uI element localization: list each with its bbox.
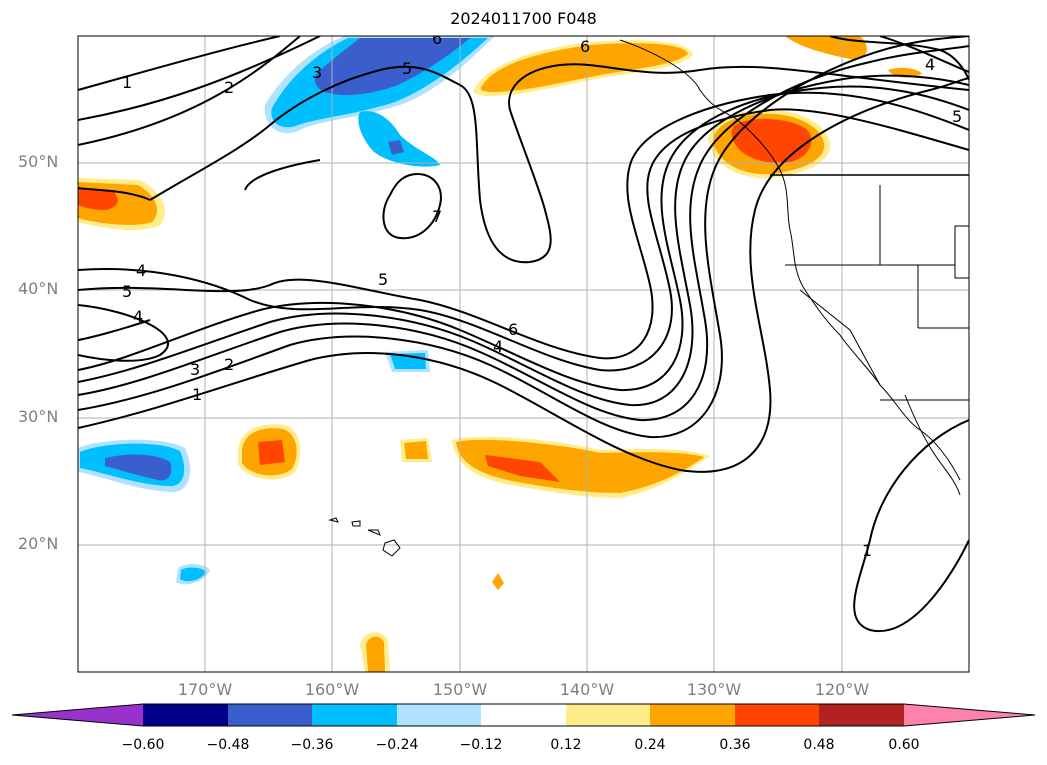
lon-label-120w: 120°W bbox=[814, 680, 870, 699]
positive-anomaly-region bbox=[480, 43, 688, 92]
contour-label: 3 bbox=[312, 63, 322, 82]
lon-label-170w: 170°W bbox=[177, 680, 233, 699]
contour-label: 6 bbox=[508, 320, 518, 339]
colorbar bbox=[11, 703, 1036, 727]
contour-label: 2 bbox=[224, 78, 234, 97]
colorbar-tick-label: 0.48 bbox=[803, 737, 835, 753]
negative-anomaly-region bbox=[388, 140, 404, 155]
lat-label-40n: 40°N bbox=[18, 279, 59, 298]
lon-label-140w: 140°W bbox=[559, 680, 615, 699]
positive-anomaly-region bbox=[785, 36, 867, 60]
colorbar-segment bbox=[735, 704, 819, 726]
contour-label: 1 bbox=[192, 385, 202, 404]
contour-label: 7 bbox=[432, 207, 442, 226]
lon-label-150w: 150°W bbox=[432, 680, 488, 699]
colorbar-segment bbox=[312, 704, 397, 726]
colorbar-extend-low bbox=[12, 704, 143, 726]
negative-anomaly-region bbox=[105, 454, 172, 481]
negative-anomaly-region bbox=[314, 38, 470, 96]
contour-label: 4 bbox=[133, 307, 143, 326]
positive-anomaly-region bbox=[78, 188, 118, 210]
contour-label: 5 bbox=[952, 107, 962, 126]
positive-anomaly-region bbox=[456, 439, 704, 493]
shaded-anomalies bbox=[78, 36, 922, 672]
negative-anomaly-region bbox=[180, 567, 206, 582]
contour-label: 6 bbox=[432, 29, 442, 48]
contour-lines bbox=[78, 36, 969, 633]
positive-anomaly-region bbox=[492, 573, 504, 590]
contour-label: 5 bbox=[122, 282, 132, 301]
contour-label: 4 bbox=[925, 55, 935, 74]
colorbar-segment bbox=[228, 704, 312, 726]
map-frame bbox=[77, 35, 970, 673]
contour-label: 4 bbox=[493, 337, 503, 356]
colorbar-tick-label: 0.12 bbox=[550, 737, 582, 753]
negative-anomaly-region bbox=[358, 111, 440, 167]
positive-anomaly-region bbox=[258, 440, 285, 465]
colorbar-tick-label: −0.12 bbox=[459, 737, 503, 753]
colorbar-tick-label: 0.36 bbox=[719, 737, 751, 753]
contour-label: 1 bbox=[862, 541, 872, 560]
lat-label-20n: 20°N bbox=[18, 534, 59, 553]
coastlines bbox=[619, 39, 969, 496]
lon-label-160w: 160°W bbox=[304, 680, 360, 699]
lat-label-50n: 50°N bbox=[18, 152, 59, 171]
lat-label-30n: 30°N bbox=[18, 407, 59, 426]
colorbar-extend-high bbox=[904, 704, 1035, 726]
contour-label: 4 bbox=[136, 261, 146, 280]
colorbar-tick-label: −0.24 bbox=[375, 737, 419, 753]
hawaii-islands bbox=[328, 517, 401, 557]
positive-anomaly-region bbox=[731, 118, 812, 163]
positive-anomaly-region bbox=[404, 441, 428, 459]
lon-label-130w: 130°W bbox=[686, 680, 742, 699]
colorbar-tick-label: 0.24 bbox=[634, 737, 666, 753]
colorbar-segment bbox=[397, 704, 481, 726]
contour-label: 2 bbox=[224, 355, 234, 374]
contour-label: 3 bbox=[190, 360, 200, 379]
map-area: 1 2 3 6 4 5 4 5 6 3 2 1 5 6 4 7 1 4 5 bbox=[78, 29, 969, 672]
contour-label: 5 bbox=[402, 59, 412, 78]
positive-anomaly-region bbox=[366, 636, 385, 672]
contour-labels: 1 2 3 6 4 5 4 5 6 3 2 1 5 6 4 7 1 4 5 bbox=[122, 29, 962, 560]
positive-anomaly-region bbox=[485, 455, 560, 482]
colorbar-segment bbox=[650, 704, 735, 726]
colorbar-outline bbox=[11, 703, 1036, 727]
colorbar-tick-label: −0.36 bbox=[290, 737, 334, 753]
colorbar-segment bbox=[481, 704, 566, 726]
colorbar-segment bbox=[819, 704, 904, 726]
colorbar-tick-label: −0.48 bbox=[206, 737, 250, 753]
colorbar-segment bbox=[143, 704, 228, 726]
graticule bbox=[78, 36, 969, 672]
contour-label: 1 bbox=[122, 73, 132, 92]
colorbar-segment bbox=[566, 704, 650, 726]
colorbar-tick-label: −0.60 bbox=[121, 737, 165, 753]
contour-label: 5 bbox=[378, 270, 388, 289]
map-title: 2024011700 F048 bbox=[450, 9, 597, 28]
colorbar-tick-label: 0.60 bbox=[888, 737, 920, 753]
contour-label: 6 bbox=[580, 37, 590, 56]
